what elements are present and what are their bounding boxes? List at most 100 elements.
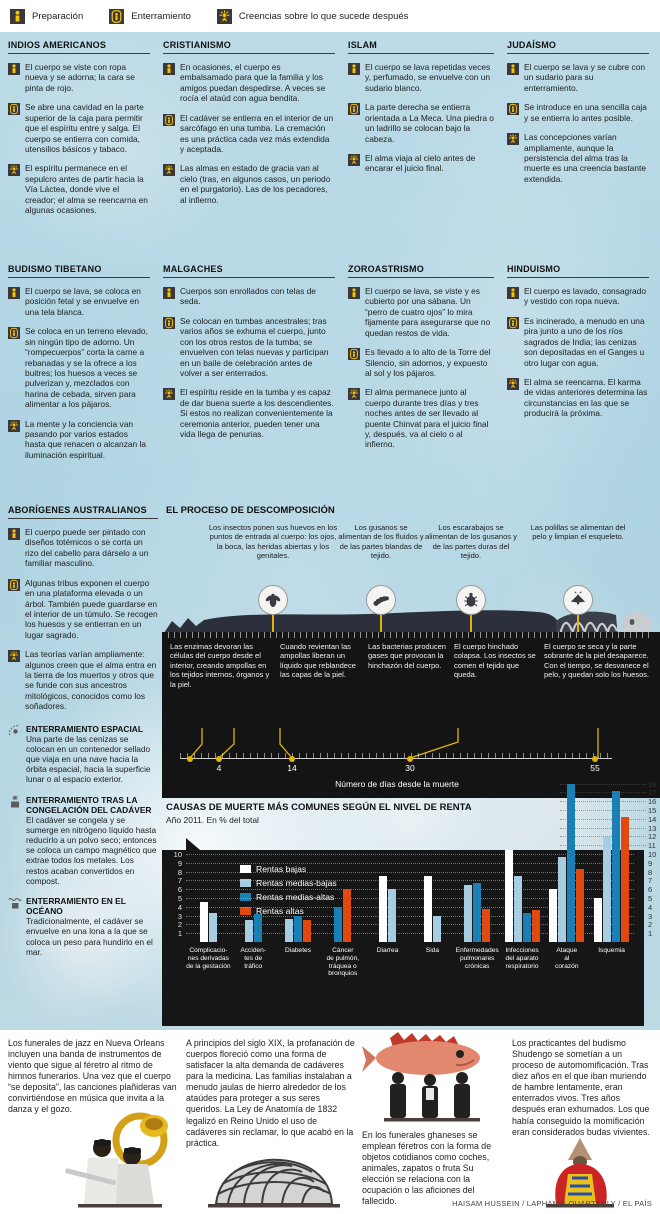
beliefs-icon — [507, 377, 519, 390]
y-axis-right-label: 18 — [648, 779, 657, 789]
bar-chart-panel: Rentas bajas Rentas medias-bajas Rentas me… — [162, 783, 646, 1026]
category-label: Cáncer de pulmón, tráquea o bronquios — [326, 947, 360, 978]
y-axis-right-label: 4 — [648, 902, 653, 912]
ritual-entry: El cuerpo puede ser pintado con diseños … — [8, 527, 158, 569]
timeline-axis-label: Número de días desde la muerte — [335, 779, 459, 789]
bar-rentas-medias-altas — [334, 906, 343, 942]
y-axis-right-label: 7 — [648, 876, 653, 886]
preparation-icon — [348, 287, 360, 299]
shudengo-story: Los practicantes del budismo Shudengo se… — [512, 1038, 650, 1137]
y-axis-left-label: 2 — [177, 920, 182, 930]
decomposition-and-chart-pane: EL PROCESO DE DESCOMPOSICIÓN Los insecto… — [158, 505, 660, 1030]
entry-text: Cuerpos son enrollados con telas de seda… — [180, 286, 316, 307]
burial-method-title: ENTERRAMIENTO EN EL OCÉANO — [26, 895, 126, 917]
beliefs-icon — [163, 164, 175, 177]
decomposition-stage-text: Los gusanos se alimentan de los fluidos … — [338, 523, 424, 560]
section-title: ISLAM — [348, 40, 494, 54]
burial-icon — [507, 316, 519, 329]
bar-rentas-altas — [303, 920, 311, 942]
y-axis-left-label: 5 — [177, 894, 182, 903]
y-axis-right-label: 9 — [648, 858, 653, 868]
gridline — [186, 889, 634, 891]
category-label: Diabetes — [284, 947, 311, 954]
gridline — [186, 898, 634, 899]
section-abor-genes-australianos: ABORÍGENES AUSTRALIANOS El cuerpo puede s… — [8, 505, 158, 712]
category-label: Infecciones del aparato respiratorio — [505, 947, 539, 970]
bar-rentas-medias-bajas — [388, 889, 397, 942]
preparation-icon — [8, 287, 20, 299]
section-title: ABORÍGENES AUSTRALIANOS — [8, 505, 158, 519]
y-axis-right-label: 6 — [648, 885, 653, 895]
aborigines-slot: ABORÍGENES AUSTRALIANOS El cuerpo puede s… — [8, 505, 158, 712]
category-label: Isquemia — [598, 947, 625, 954]
entry-text: El cuerpo se viste con ropa nueva y se a… — [25, 62, 135, 93]
gridline-upper — [560, 845, 646, 847]
y-axis-left-label: 1 — [177, 929, 182, 939]
timeline-dot — [187, 755, 193, 762]
entry-text: El cuerpo se lava repetidas veces y, per… — [365, 62, 491, 93]
decomposition-phase-text: Las bacterias producen gases que provoca… — [368, 642, 446, 670]
gridline — [186, 933, 634, 935]
burial-method-text: Tradicionalmente, el cadáver se envuelve… — [26, 916, 153, 957]
gridline — [186, 906, 634, 908]
ritual-entry: La parte derecha se entierra orientada a… — [348, 102, 494, 144]
burial-icon — [348, 348, 360, 361]
beliefs-icon — [8, 650, 20, 663]
bar-rentas-medias-bajas — [208, 912, 217, 942]
ritual-entry: El espíritu reside en la tumba y es capa… — [163, 387, 335, 439]
bar-rentas-medias-altas — [473, 883, 482, 942]
ritual-entry: En ocasiones, el cuerpo es embalsamado p… — [163, 62, 335, 104]
entry-text: El cadáver se entierra en el interior de… — [180, 112, 334, 154]
legend-swatch — [240, 865, 251, 873]
gridline — [186, 871, 634, 873]
beliefs-icon — [507, 133, 519, 146]
gridline — [186, 854, 634, 855]
chart-legend-item: Rentas bajas — [240, 862, 337, 876]
chart-title: CAUSAS DE MUERTE MÁS COMUNES SEGÚN EL NI… — [166, 802, 472, 813]
chart-legend-item: Rentas medias-bajas — [240, 876, 337, 890]
bar-rentas-bajas — [379, 876, 388, 942]
y-axis-right-label: 8 — [648, 867, 653, 877]
entry-text: El espíritu permanece en el sepulcro ant… — [25, 163, 148, 216]
burial-method-text: Una parte de las cenizas se colocan en u… — [26, 734, 151, 785]
gridline — [186, 915, 634, 917]
section-title: BUDISMO TIBETANO — [8, 264, 150, 278]
legend-swatch — [240, 893, 251, 901]
bar-rentas-altas — [482, 909, 491, 942]
ocean-burial-icon — [8, 896, 22, 910]
section-juda-smo: JUDAÍSMO El cuerpo se lava y se cubre con… — [507, 40, 649, 264]
y-axis-right-label: 17 — [648, 788, 657, 798]
ritual-entry: El alma permanece junto al cuerpo durant… — [348, 387, 494, 450]
bar-rentas-medias-altas — [253, 913, 262, 942]
burial-icon — [8, 103, 20, 116]
legend-item: Creencias sobre lo que sucede después — [216, 8, 409, 24]
entry-text: El cuerpo se lava, se viste y es cubiert… — [365, 286, 491, 338]
legend-swatch — [240, 879, 251, 887]
legend-label: Creencias sobre lo que sucede después — [238, 10, 409, 22]
decomposition-stage-text: Los insectos ponen sus huevos en los pun… — [208, 523, 338, 560]
gridline-upper — [560, 792, 646, 794]
burial-method: ENTERRAMIENTO EN EL OCÉANO Tradicionalmen… — [8, 896, 158, 957]
section-budismo-tibetano: BUDISMO TIBETANO El cuerpo se lava, se co… — [8, 264, 150, 469]
section-title: JUDAÍSMO — [507, 40, 649, 54]
legend-label: Enterramiento — [131, 10, 191, 22]
burial-icon — [507, 103, 519, 116]
preparation-icon — [8, 528, 20, 540]
stage-connector-line — [272, 615, 274, 632]
category-label: Enfermedades pulmonares crónicas — [455, 947, 499, 970]
ritual-entry: Algunas tribus exponen el cuerpo en una … — [8, 578, 158, 641]
timeline-dot — [592, 755, 598, 762]
preparation-icon — [507, 287, 519, 299]
entry-text: En ocasiones, el cuerpo es embalsamado p… — [180, 62, 326, 104]
y-axis-left-label: 9 — [177, 858, 182, 868]
beliefs-icon — [163, 388, 175, 401]
entry-text: Se colocan en tumbas ancestrales; tras v… — [180, 315, 329, 378]
beetle-icon — [456, 585, 486, 615]
timeline-dot — [407, 755, 413, 762]
ritual-entry: El cuerpo se viste con ropa nueva y se a… — [8, 62, 150, 93]
stage-connector-line — [470, 615, 472, 632]
entry-text: El cuerpo se lava y se cubre con un suda… — [524, 62, 646, 93]
ritual-entry: Cuerpos son enrollados con telas de seda… — [163, 286, 335, 307]
ritual-entry: Se coloca en un terreno elevado, sin nin… — [8, 326, 150, 409]
